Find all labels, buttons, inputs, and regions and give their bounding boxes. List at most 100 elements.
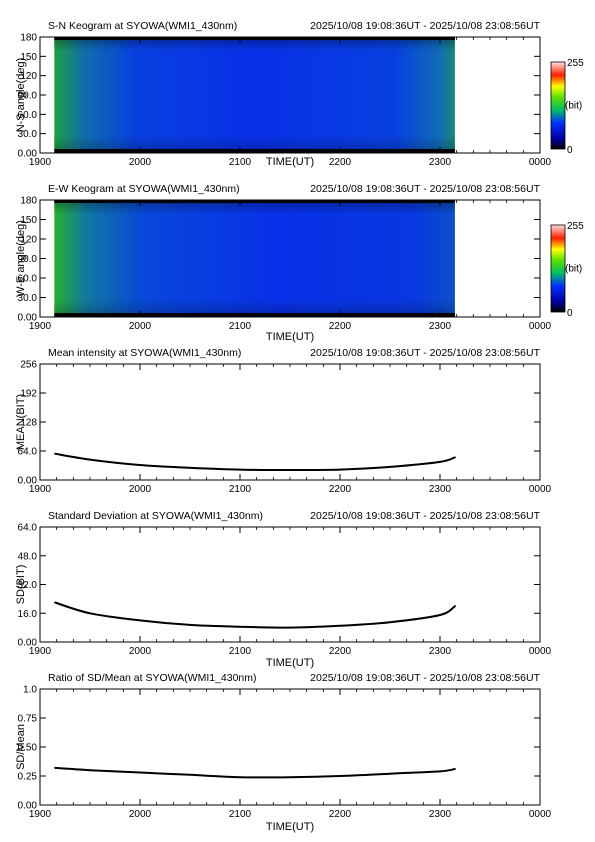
data-point xyxy=(389,772,391,775)
data-point xyxy=(289,469,291,471)
keogram-edge-shade xyxy=(54,200,455,317)
y-tick-label: 30.0 xyxy=(18,129,38,140)
colorbar-min-label: 0 xyxy=(567,308,573,319)
y-tick-label: 0.00 xyxy=(18,313,38,324)
x-tick-label: 2000 xyxy=(129,646,152,657)
plot-frame xyxy=(39,526,541,643)
data-point xyxy=(339,775,341,777)
y-tick-label: 30.0 xyxy=(18,293,38,304)
keogram-edge-shade xyxy=(54,37,455,153)
data-point xyxy=(189,466,191,469)
colorbar-min-label: 0 xyxy=(567,145,573,156)
data-point xyxy=(239,776,241,779)
data-point xyxy=(339,468,341,471)
y-tick-label: 256 xyxy=(20,360,37,371)
x-tick-label: 2100 xyxy=(229,809,252,820)
x-tick-label: 1900 xyxy=(29,809,52,820)
panel-title: S-N Keogram at SYOWA(WMI1_430nm) xyxy=(48,20,237,32)
x-tick-label: 1900 xyxy=(29,646,52,657)
colorbar-unit-label: (bit) xyxy=(565,264,582,275)
data-point xyxy=(54,766,56,769)
panel-title: Mean intensity at SYOWA(WMI1_430nm) xyxy=(48,347,241,359)
panel-title: E-W Keogram at SYOWA(WMI1_430nm) xyxy=(48,183,240,195)
panel-3: Mean intensity at SYOWA(WMI1_430nm) 2025/… xyxy=(15,347,552,495)
panel-time-range: 2025/10/08 19:08:36UT - 2025/10/08 23:08… xyxy=(310,510,540,522)
x-tick-label: 2000 xyxy=(129,321,152,332)
data-point xyxy=(439,460,441,463)
x-tick-label: 1900 xyxy=(29,157,52,168)
y-tick-label: 0.50 xyxy=(18,743,38,754)
data-point xyxy=(89,612,91,615)
data-point xyxy=(139,619,141,622)
y-tick-label: 32.0 xyxy=(18,580,38,591)
y-tick-label: 60.0 xyxy=(18,110,38,121)
x-tick-label: 0000 xyxy=(529,646,552,657)
y-tick-label: 0.00 xyxy=(18,476,38,487)
panel-time-range: 2025/10/08 19:08:36UT - 2025/10/08 23:08… xyxy=(310,20,540,32)
y-axis-label: MEAN(BIT) xyxy=(15,394,27,450)
keogram-top-edge xyxy=(54,37,455,40)
panel-2: E-W Keogram at SYOWA(WMI1_430nm) 2025/10/… xyxy=(15,183,584,343)
series-line xyxy=(54,601,456,629)
data-point xyxy=(189,624,191,626)
panel-time-range: 2025/10/08 19:08:36UT - 2025/10/08 23:08… xyxy=(310,672,540,684)
x-tick-label: 2200 xyxy=(329,809,352,820)
keogram-top-edge xyxy=(54,200,455,203)
data-point xyxy=(439,614,441,616)
y-axis-label: W-E angle(deg) xyxy=(15,220,27,297)
series-line xyxy=(54,766,456,779)
y-tick-label: 90.0 xyxy=(18,254,38,265)
panel-1: S-N Keogram at SYOWA(WMI1_430nm) 2025/10/… xyxy=(15,20,584,168)
data-point xyxy=(389,621,391,624)
y-tick-label: 64.0 xyxy=(18,447,38,458)
x-tick-label: 2200 xyxy=(329,321,352,332)
data-point xyxy=(139,464,141,466)
y-tick-label: 180 xyxy=(20,33,37,44)
panel-time-range: 2025/10/08 19:08:36UT - 2025/10/08 23:08… xyxy=(310,183,540,195)
x-tick-label: 2000 xyxy=(129,484,152,495)
x-tick-label: 2000 xyxy=(129,809,152,820)
x-tick-label: 0000 xyxy=(529,157,552,168)
y-tick-label: 0.00 xyxy=(18,638,38,649)
plot-frame xyxy=(39,688,541,806)
data-point xyxy=(439,770,441,773)
x-tick-label: 2200 xyxy=(329,484,352,495)
data-point xyxy=(89,458,91,461)
y-tick-label: 16.0 xyxy=(18,609,38,620)
data-point xyxy=(189,773,191,776)
x-tick-label: 0000 xyxy=(529,809,552,820)
keogram-bottom-edge xyxy=(54,149,455,153)
x-tick-label: 2300 xyxy=(429,646,452,657)
y-tick-label: 0.75 xyxy=(18,714,38,725)
panel-time-range: 2025/10/08 19:08:36UT - 2025/10/08 23:08… xyxy=(310,347,540,359)
colorbar-max-label: 255 xyxy=(567,58,584,69)
panel-4: Standard Deviation at SYOWA(WMI1_430nm) 2… xyxy=(15,510,552,669)
x-tick-label: 2300 xyxy=(429,321,452,332)
data-point xyxy=(139,771,141,774)
x-tick-label: 2100 xyxy=(229,321,252,332)
y-axis-label: N-S angle(deg) xyxy=(15,58,27,133)
data-point xyxy=(389,465,391,468)
y-tick-label: 1.0 xyxy=(23,685,37,696)
y-tick-label: 150 xyxy=(20,215,37,226)
colorbar-unit-label: (bit) xyxy=(565,101,582,112)
x-tick-label: 2300 xyxy=(429,484,452,495)
y-tick-label: 180 xyxy=(20,196,37,207)
panel-5: Ratio of SD/Mean at SYOWA(WMI1_430nm) 202… xyxy=(15,672,552,833)
colorbar-max-label: 255 xyxy=(567,221,584,232)
data-point xyxy=(239,625,241,628)
x-tick-label: 2200 xyxy=(329,157,352,168)
x-tick-label: 2000 xyxy=(129,157,152,168)
x-tick-label: 2100 xyxy=(229,157,252,168)
keogram-bottom-edge xyxy=(54,313,455,317)
x-axis-label: TIME(UT) xyxy=(266,331,314,343)
y-tick-label: 192 xyxy=(20,389,37,400)
data-point xyxy=(454,605,456,607)
panel-title: Ratio of SD/Mean at SYOWA(WMI1_430nm) xyxy=(48,672,257,684)
series-line xyxy=(54,452,456,472)
data-point xyxy=(339,624,341,627)
x-tick-label: 2100 xyxy=(229,646,252,657)
x-tick-label: 0000 xyxy=(529,484,552,495)
colorbar xyxy=(550,61,566,150)
